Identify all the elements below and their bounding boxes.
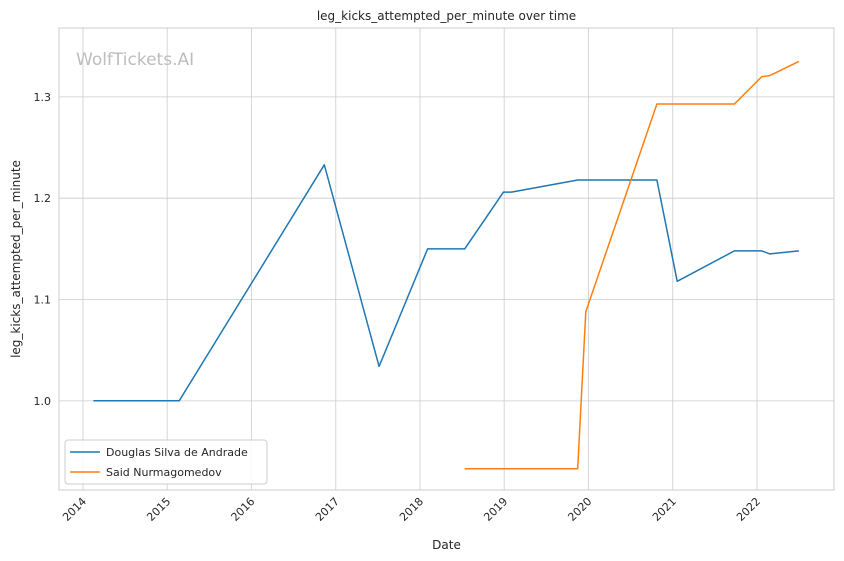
data-point <box>92 399 95 402</box>
y-axis-title: leg_kicks_attempted_per_minute <box>9 160 23 358</box>
grid <box>59 28 834 490</box>
legend-label-said: Said Nurmagomedov <box>106 466 222 479</box>
data-point <box>378 365 381 368</box>
data-point <box>655 178 658 181</box>
x-tick-label: 2015 <box>144 495 173 524</box>
data-point <box>797 249 800 252</box>
legend-box <box>64 439 268 485</box>
data-point <box>510 191 513 194</box>
x-tick-label: 2017 <box>313 495 342 524</box>
x-tick-label: 2020 <box>565 495 594 524</box>
data-point <box>768 74 771 77</box>
data-point <box>426 247 429 250</box>
y-tick-label: 1.1 <box>34 294 52 307</box>
data-point <box>733 102 736 105</box>
x-tick-label: 2022 <box>734 495 763 524</box>
x-tick-label: 2019 <box>481 495 510 524</box>
data-point <box>797 60 800 63</box>
x-tick-label: 2016 <box>228 495 257 524</box>
plot-frame <box>58 27 835 491</box>
y-tick-label: 1.3 <box>34 91 52 104</box>
watermark: WolfTickets.AI <box>76 50 194 70</box>
series-line-0 <box>93 164 799 402</box>
y-tick-label: 1.2 <box>34 192 52 205</box>
x-tick-label: 2021 <box>650 495 679 524</box>
y-tick-label: 1.0 <box>34 395 52 408</box>
data-point <box>178 399 181 402</box>
chart-title: leg_kicks_attempted_per_minute over time <box>317 9 576 23</box>
data-point <box>323 163 326 166</box>
data-point <box>676 280 679 283</box>
series-layer <box>92 60 800 470</box>
x-axis-title: Date <box>432 538 461 552</box>
legend: Douglas Silva de Andrade Said Nurmagomed… <box>64 439 268 485</box>
x-tick-label: 2014 <box>60 495 89 524</box>
data-point <box>655 102 658 105</box>
data-point <box>576 178 579 181</box>
data-point <box>576 467 579 470</box>
data-point <box>502 191 505 194</box>
series-line-1 <box>464 60 800 470</box>
data-point <box>463 467 466 470</box>
data-point <box>760 249 763 252</box>
data-point <box>733 249 736 252</box>
data-point <box>760 75 763 78</box>
y-tick-labels: 1.0 1.1 1.2 1.3 <box>34 91 52 408</box>
x-tick-label: 2018 <box>397 495 426 524</box>
legend-label-douglas: Douglas Silva de Andrade <box>106 446 248 459</box>
data-point <box>768 252 771 255</box>
x-tick-labels: 2014 2015 2016 2017 2018 2019 2020 2021 2022 <box>60 495 763 524</box>
data-point <box>584 310 587 313</box>
data-point <box>463 247 466 250</box>
